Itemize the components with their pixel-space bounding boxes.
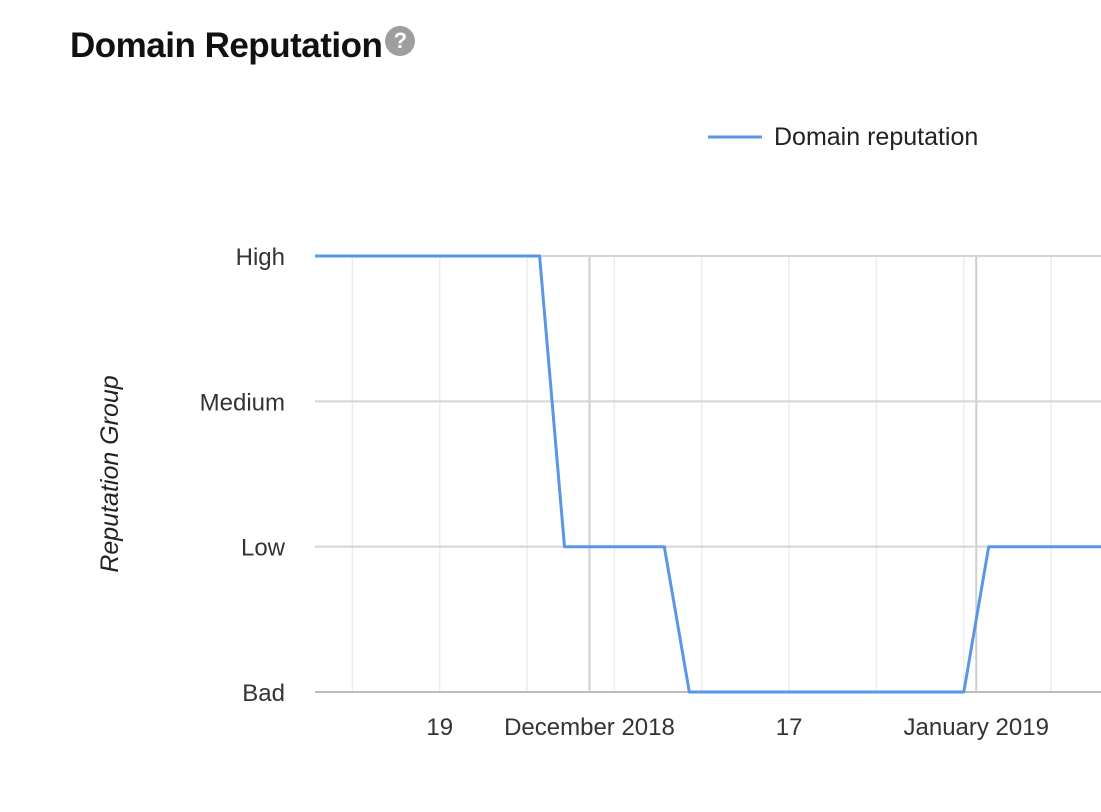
question-mark-icon[interactable]: ?: [385, 26, 416, 56]
y-tick-label: High: [236, 244, 285, 271]
legend: Domain reputation: [708, 123, 978, 151]
y-tick-label: Bad: [242, 680, 285, 707]
series-layer: [315, 254, 1101, 694]
y-axis-title: Reputation Group: [96, 375, 124, 572]
x-tick-label: 17: [776, 714, 803, 741]
series-line-domain-reputation: [315, 254, 1101, 694]
y-tick-label: Low: [241, 535, 286, 562]
x-tick-label: January 2019: [904, 714, 1049, 741]
chart-header: Domain Reputation ?: [70, 26, 416, 66]
grid-lines: [315, 255, 1101, 693]
legend-label: Domain reputation: [774, 123, 978, 151]
x-tick-label: 19: [426, 714, 453, 741]
chart-title: Domain Reputation: [70, 26, 383, 65]
x-tick-label: December 2018: [504, 714, 675, 741]
y-tick-label: Medium: [200, 389, 285, 416]
axis-labels: Bad Low Medium High 19 December 2018 17 January…: [200, 244, 1049, 741]
